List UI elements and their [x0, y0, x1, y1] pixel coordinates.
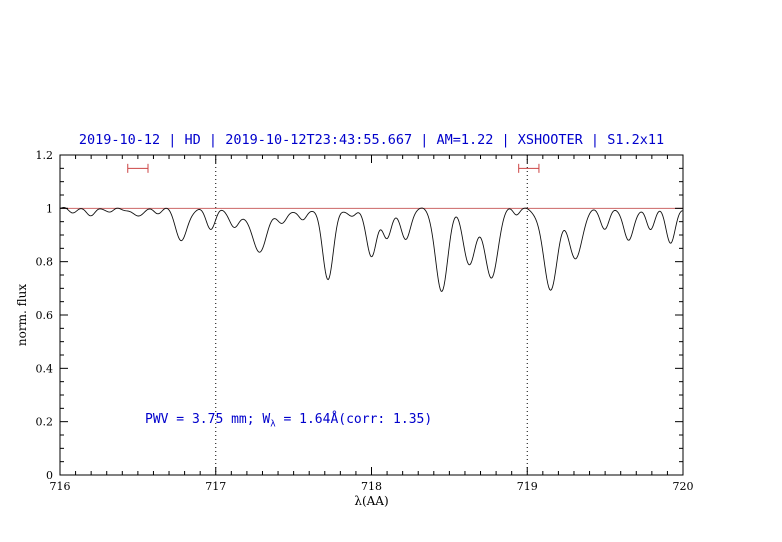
axis-ticks: [59, 154, 684, 476]
x-tick-label: 719: [517, 480, 538, 493]
reference-vlines: [215, 155, 528, 475]
x-axis-label: λ(AA): [354, 494, 389, 508]
y-tick-label: 1: [46, 202, 53, 215]
pwv-annotation-suffix: = 1.64Å(corr: 1.35): [275, 412, 433, 427]
y-tick-label: 0: [46, 469, 53, 482]
y-tick-label: 0.6: [36, 309, 54, 322]
x-tick-label: 717: [205, 480, 226, 493]
y-tick-label: 0.8: [36, 256, 54, 269]
spectrum-line: [60, 207, 683, 292]
y-tick-label: 1.2: [36, 149, 54, 162]
y-tick-label: 0.2: [36, 416, 54, 429]
tick-labels: 716 717 718 719 720 0 0.2 0.4 0.6 0.8 1 1.2: [36, 149, 694, 493]
pwv-annotation-sub: λ: [270, 419, 276, 430]
pwv-annotation: PWV = 3.75 mm; Wλ = 1.64Å(corr: 1.35): [145, 412, 432, 430]
y-axis-label: norm. flux: [15, 283, 29, 347]
x-tick-label: 716: [50, 480, 71, 493]
x-tick-label: 718: [361, 480, 382, 493]
y-tick-label: 0.4: [36, 362, 54, 375]
range-markers: [127, 163, 540, 173]
x-tick-label: 720: [673, 480, 694, 493]
pwv-annotation-prefix: PWV = 3.75 mm; W: [145, 412, 271, 427]
plot-title: 2019-10-12 | HD | 2019-10-12T23:43:55.66…: [78, 132, 665, 148]
